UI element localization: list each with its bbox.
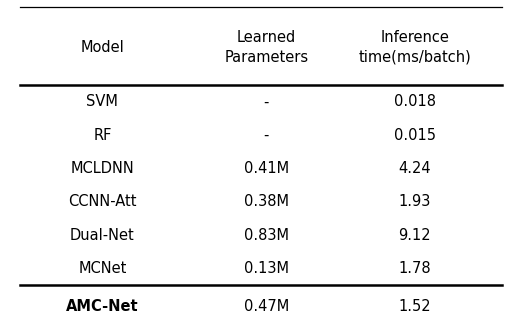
Text: -: - [264,94,269,110]
Text: SVM: SVM [87,94,118,110]
Text: Model: Model [80,40,124,55]
Text: 0.38M: 0.38M [244,195,289,210]
Text: CCNN-Att: CCNN-Att [68,195,137,210]
Text: 0.015: 0.015 [394,128,436,143]
Text: 1.52: 1.52 [398,299,431,314]
Text: 0.41M: 0.41M [244,161,289,176]
Text: -: - [264,128,269,143]
Text: 0.018: 0.018 [394,94,436,110]
Text: Inference
time(ms/batch): Inference time(ms/batch) [358,30,471,65]
Text: 9.12: 9.12 [398,228,431,243]
Text: 4.24: 4.24 [398,161,431,176]
Text: Learned
Parameters: Learned Parameters [224,30,308,65]
Text: MCLDNN: MCLDNN [71,161,134,176]
Text: RF: RF [93,128,112,143]
Text: 1.78: 1.78 [398,261,431,276]
Text: 0.47M: 0.47M [244,299,289,314]
Text: MCNet: MCNet [78,261,126,276]
Text: 1.93: 1.93 [398,195,431,210]
Text: 0.83M: 0.83M [244,228,289,243]
Text: AMC-Net: AMC-Net [66,299,139,314]
Text: Dual-Net: Dual-Net [70,228,135,243]
Text: 0.13M: 0.13M [244,261,289,276]
